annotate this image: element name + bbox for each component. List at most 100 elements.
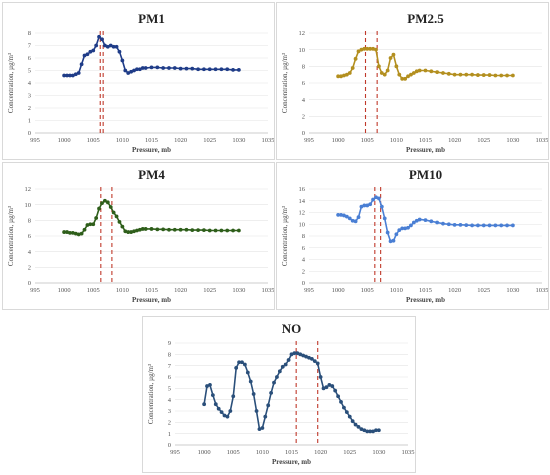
x-tick-label: 995 [304, 137, 314, 144]
data-point [417, 217, 422, 222]
data-point [333, 388, 338, 393]
data-point [403, 76, 408, 81]
data-point [365, 203, 370, 208]
data-point [208, 383, 212, 387]
y-tick-label: 10 [25, 202, 32, 209]
x-tick-label: 995 [30, 287, 40, 294]
data-point [452, 72, 457, 77]
data-point [464, 72, 469, 77]
data-point [105, 44, 110, 49]
data-point [132, 68, 136, 73]
x-axis-label: Pressure, mb [132, 296, 171, 304]
data-point [248, 379, 253, 384]
data-point [219, 410, 224, 415]
data-point [234, 366, 239, 370]
data-point [371, 429, 375, 434]
y-tick-label: 12 [299, 30, 306, 37]
data-point [202, 402, 207, 407]
y-tick-label: 8 [302, 233, 305, 240]
data-point [213, 228, 218, 233]
data-point [225, 228, 230, 233]
data-point [446, 71, 451, 76]
data-point [406, 225, 410, 230]
data-point [339, 400, 343, 404]
data-point [417, 68, 422, 73]
y-axis-label: Concentration, µg/m³ [7, 206, 15, 266]
data-point [356, 215, 361, 220]
x-tick-label: 1020 [314, 449, 327, 456]
y-tick-label: 4 [168, 397, 172, 404]
chart-title: PM2.5 [407, 11, 444, 26]
data-point [140, 66, 145, 70]
data-point [356, 424, 361, 429]
x-tick-label: 1015 [145, 137, 158, 144]
data-point [196, 228, 201, 233]
chart-pm25: PM2.5 0 2 4 6 8 10 12 995 1000 1005 1010 1015 1020 102… [281, 11, 549, 154]
y-tick-label: 8 [28, 218, 31, 225]
data-point [184, 227, 189, 232]
data-point [172, 227, 177, 232]
data-point [126, 71, 131, 75]
data-point [114, 214, 119, 219]
data-point [304, 354, 308, 359]
data-point [505, 73, 509, 78]
data-point [213, 67, 218, 72]
data-point [298, 352, 303, 357]
chart-panel-pm1: PM1 0 1 2 3 4 5 6 7 8 995 1000 1005 1010 1015 1020 1025 1… [2, 2, 275, 160]
data-point [289, 352, 294, 357]
data-point [359, 47, 364, 52]
data-point [108, 205, 113, 209]
data-point [272, 380, 276, 385]
data-point [132, 229, 136, 234]
data-point [423, 68, 428, 73]
data-point [505, 223, 509, 228]
data-point [470, 72, 474, 77]
data-point [103, 198, 107, 203]
data-point [336, 212, 341, 217]
data-point [441, 71, 445, 75]
x-tick-label: 1035 [536, 137, 549, 144]
x-tick-label: 1035 [262, 137, 275, 144]
y-tick-label: 4 [28, 80, 32, 87]
y-tick-label: 7 [28, 43, 32, 50]
data-point [251, 392, 256, 396]
y-axis-label: Concentration, µg/m³ [147, 364, 155, 424]
data-point [388, 239, 393, 244]
data-point [161, 66, 166, 70]
y-tick-label: 0 [28, 280, 31, 287]
data-point [493, 223, 498, 228]
x-tick-label: 1020 [448, 287, 461, 294]
data-point [73, 231, 78, 236]
x-tick-label: 1015 [285, 449, 298, 456]
y-tick-label: 14 [299, 198, 306, 205]
data-point [394, 64, 399, 69]
x-tick-label: 1025 [203, 287, 216, 294]
data-point [336, 74, 341, 79]
data-point [231, 394, 236, 399]
data-point [135, 67, 139, 72]
data-point [362, 203, 367, 208]
data-point [120, 58, 125, 63]
data-point [240, 360, 244, 365]
data-point [94, 216, 99, 220]
data-point [411, 220, 416, 225]
data-point [111, 44, 116, 49]
data-point [344, 410, 349, 415]
data-point [487, 73, 492, 77]
data-point [391, 238, 396, 243]
x-tick-label: 1005 [227, 449, 240, 456]
x-tick-label: 995 [30, 137, 40, 144]
data-point [243, 362, 247, 367]
x-tick-label: 1010 [390, 137, 403, 144]
data-point [123, 68, 128, 73]
data-point [260, 426, 265, 430]
data-point [79, 62, 84, 67]
data-point [359, 427, 364, 432]
data-point [137, 227, 142, 232]
chart-pm10: PM10 0 2 4 6 8 10 12 14 16 995 1000 1005 1010 1015 1020… [281, 167, 548, 304]
x-tick-label: 1000 [332, 287, 345, 294]
data-point [283, 362, 288, 367]
data-point [117, 220, 122, 224]
x-tick-label: 1015 [419, 287, 432, 294]
data-point [371, 197, 375, 202]
